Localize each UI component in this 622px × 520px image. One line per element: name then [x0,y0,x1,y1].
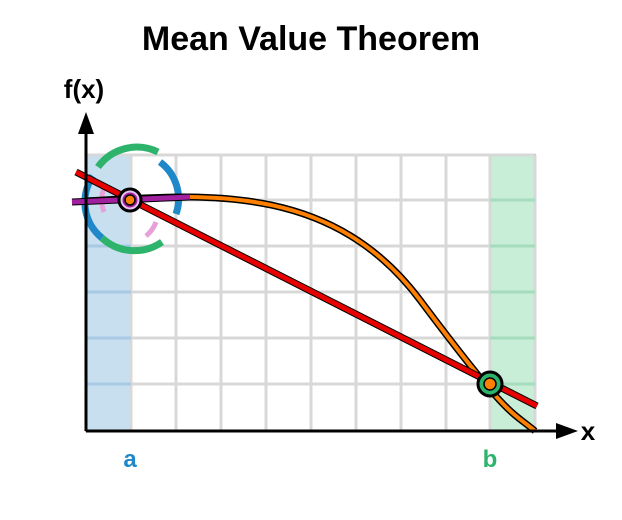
point-a-label: a [123,446,137,473]
point-b-marker [478,372,502,396]
y-axis-arrow [78,112,94,134]
point-c-marker [119,189,141,211]
secant-line [76,172,537,406]
x-axis-arrow [556,423,578,439]
diagram-title: Mean Value Theorem [142,20,480,58]
point-b-label: b [483,446,498,473]
x-axis-label: x [581,416,596,446]
y-axis-label: f(x) [64,74,104,104]
